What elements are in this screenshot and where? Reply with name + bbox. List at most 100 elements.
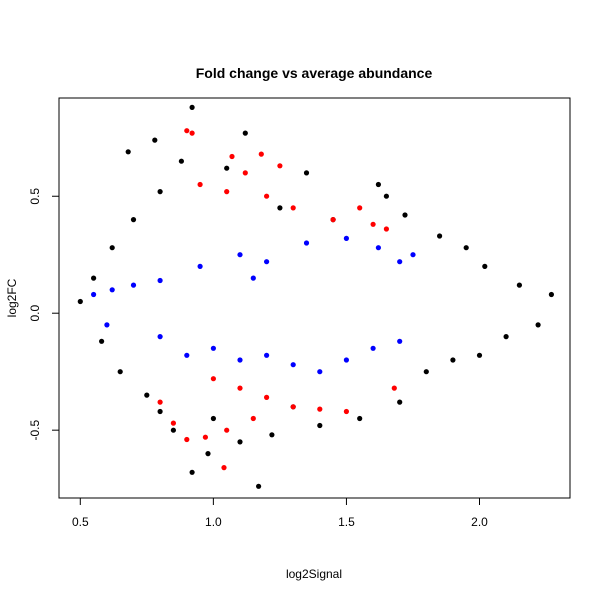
data-point	[104, 322, 110, 328]
data-point	[375, 245, 381, 251]
data-point	[256, 483, 262, 489]
data-point	[317, 406, 323, 412]
data-point	[202, 434, 208, 440]
data-point	[237, 385, 243, 391]
data-point	[548, 291, 555, 298]
data-point	[343, 357, 349, 363]
data-point	[170, 427, 176, 433]
data-point	[516, 282, 523, 288]
data-point	[370, 221, 376, 227]
data-point	[109, 245, 115, 251]
data-point	[77, 298, 83, 305]
data-point	[117, 369, 123, 375]
x-tick-label: 1.5	[338, 515, 355, 529]
y-tick-label: 0.5	[28, 188, 42, 205]
data-point	[210, 345, 216, 351]
data-point	[224, 189, 230, 195]
data-point	[423, 369, 429, 375]
chart-title: Fold change vs average abundance	[196, 65, 433, 81]
data-point	[264, 259, 270, 265]
data-point	[237, 252, 243, 258]
data-point	[210, 415, 216, 422]
data-point	[184, 128, 190, 134]
data-point	[224, 165, 230, 171]
data-point	[152, 137, 158, 143]
data-point	[189, 469, 195, 475]
data-point	[370, 345, 376, 351]
data-point	[250, 275, 256, 281]
data-point	[91, 291, 97, 298]
data-point	[221, 465, 227, 471]
data-point	[402, 212, 408, 218]
data-point	[391, 385, 397, 391]
data-point	[130, 217, 137, 223]
data-point	[157, 334, 163, 340]
data-point	[210, 376, 216, 382]
points-layer	[77, 104, 555, 489]
data-point	[264, 193, 270, 199]
data-point	[157, 189, 163, 195]
data-point	[437, 233, 443, 239]
data-point	[184, 352, 190, 358]
x-axis: 0.5 1.0 1.5 2.0	[72, 497, 488, 529]
x-tick-label: 0.5	[72, 515, 89, 529]
data-point	[277, 163, 283, 169]
data-point	[264, 352, 270, 358]
data-point	[277, 205, 283, 211]
data-point	[303, 240, 310, 246]
x-tick-label: 1.0	[205, 515, 222, 529]
x-tick-label: 2.0	[471, 515, 488, 529]
data-point	[290, 362, 296, 368]
data-point	[184, 436, 190, 443]
data-point	[343, 408, 349, 415]
y-tick-label: 0.0	[28, 305, 42, 322]
data-point	[197, 263, 203, 269]
data-point	[383, 193, 389, 199]
data-point	[343, 235, 349, 241]
data-point	[317, 369, 323, 375]
data-point	[290, 404, 296, 410]
data-point	[482, 263, 488, 269]
data-point	[290, 205, 296, 211]
data-point	[189, 130, 195, 136]
data-point	[357, 415, 363, 422]
data-point	[397, 338, 403, 344]
data-point	[109, 287, 115, 293]
data-point	[383, 226, 389, 232]
data-point	[237, 439, 243, 445]
y-axis: -0.5 0.0 0.5	[28, 188, 60, 441]
data-point	[189, 104, 195, 110]
data-point	[242, 130, 248, 136]
data-point	[229, 153, 235, 160]
data-point	[99, 338, 105, 344]
data-point	[170, 420, 176, 426]
data-point	[503, 334, 509, 340]
data-point	[476, 352, 483, 358]
data-point	[242, 170, 248, 176]
data-point	[450, 357, 456, 363]
y-axis-label: log2FC	[5, 278, 19, 317]
x-axis-label: log2Signal	[286, 567, 342, 581]
data-point	[535, 322, 541, 328]
plot-frame	[58, 97, 571, 499]
data-point	[264, 394, 270, 400]
data-point	[317, 422, 323, 429]
data-point	[130, 282, 137, 288]
data-point	[303, 170, 310, 176]
data-point	[224, 427, 230, 433]
data-point	[125, 149, 131, 155]
data-point	[178, 158, 184, 164]
data-point	[463, 245, 469, 251]
data-point	[157, 399, 163, 405]
data-point	[269, 432, 275, 438]
data-point	[144, 392, 150, 398]
data-point	[357, 205, 363, 211]
data-point	[397, 259, 403, 265]
data-point	[237, 357, 243, 363]
y-tick-label: -0.5	[28, 420, 42, 441]
data-point	[375, 181, 381, 188]
data-point	[157, 277, 163, 284]
data-point	[205, 451, 211, 457]
data-point	[157, 408, 163, 415]
